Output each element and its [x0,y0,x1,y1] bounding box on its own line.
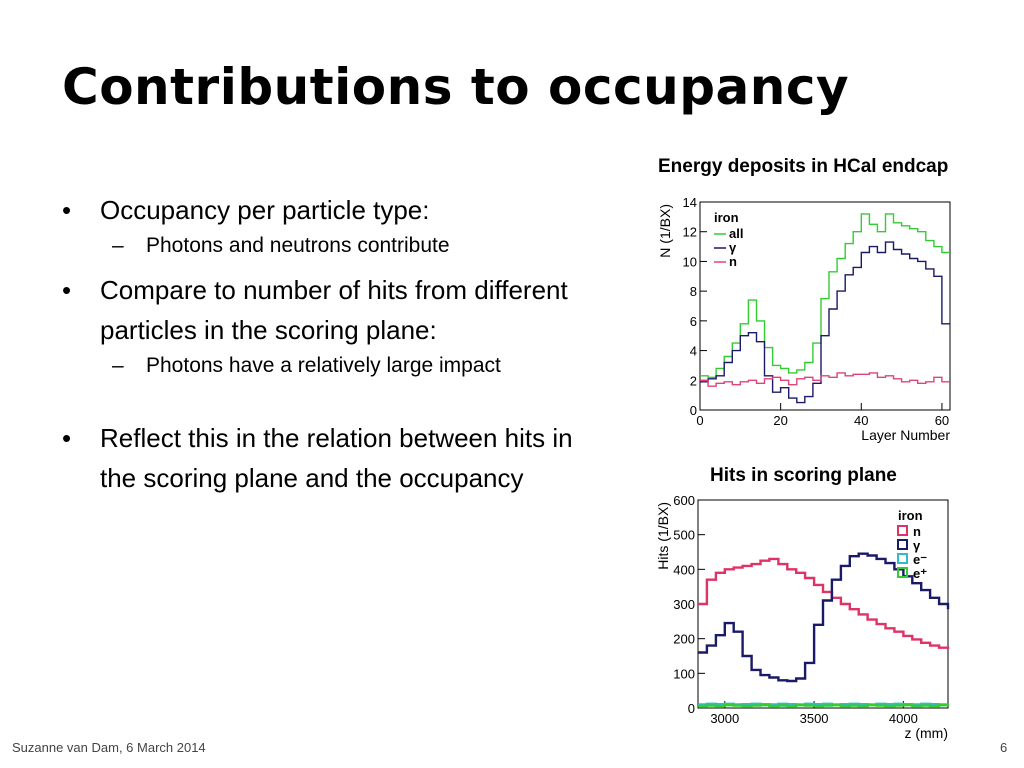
footer-author-date: Suzanne van Dam, 6 March 2014 [12,740,206,755]
y-tick-label: 8 [690,284,697,299]
legend-header: iron [898,508,923,523]
legend-label: n [913,524,921,539]
y-axis-label: N (1/BX) [657,204,673,258]
plot-frame [699,201,951,411]
series-line-3 [698,704,950,708]
y-tick-label: 600 [673,493,695,508]
bullet-list: • Occupancy per particle type: – Photons a… [62,190,602,498]
y-tick-label: 0 [690,403,697,418]
y-tick-label: 12 [683,225,697,240]
y-tick-label: 2 [690,373,697,388]
sub-bullet-1-text: Photons and neutrons contribute [146,234,450,257]
legend-label: γ [913,538,921,553]
x-tick-label: 60 [935,413,949,428]
bullet-3-text: Reflect this in the relation between hit… [100,423,573,493]
legend-swatch [897,539,908,550]
bullet-2: • Compare to number of hits from differen… [62,270,602,350]
y-tick-label: 4 [690,344,697,359]
legend-swatch [897,525,908,536]
bullet-1-text: Occupancy per particle type: [100,195,430,225]
bullet-dot: • [62,423,72,453]
x-tick-label: 3500 [800,711,829,726]
x-tick-label: 4000 [889,711,918,726]
sub-bullet-dash: – [112,354,124,377]
x-axis-label: Layer Number [861,427,950,443]
legend-swatch [897,567,908,578]
chart-1-title: Energy deposits in HCal endcap [658,156,949,177]
series-line-1 [700,241,950,404]
y-tick-label: 0 [688,701,695,716]
legend-label: all [729,226,743,241]
chart-2-title: Hits in scoring plane [710,465,897,486]
series-line-1 [698,552,950,683]
series-line-0 [700,213,950,378]
legend-label: n [729,254,737,269]
y-tick-label: 10 [683,254,697,269]
bullet-2-text: Compare to number of hits from different… [100,275,568,345]
y-tick-label: 100 [673,666,695,681]
legend-label: e⁻ [913,552,927,567]
legend-label: γ [729,240,737,255]
bullet-dot: • [62,195,72,225]
sub-bullet-1: – Photons and neutrons contribute [62,230,602,262]
x-tick-label: 3000 [710,711,739,726]
y-tick-label: 14 [683,195,697,210]
y-tick-label: 200 [673,632,695,647]
series-line-0 [698,557,950,650]
sub-bullet-2-text: Photons have a relatively large impact [146,354,501,377]
series-line-2 [700,372,950,387]
page-number: 6 [1000,740,1008,755]
legend-label: e⁺ [913,566,927,581]
y-tick-label: 500 [673,528,695,543]
x-tick-label: 0 [696,413,703,428]
legend-swatch [897,553,908,564]
x-tick-label: 40 [854,413,868,428]
y-axis-label: Hits (1/BX) [655,502,671,570]
y-tick-label: 400 [673,562,695,577]
sub-bullet-dash: – [112,234,124,257]
y-tick-label: 6 [690,314,697,329]
x-tick-label: 20 [773,413,787,428]
bullet-1: • Occupancy per particle type: [62,190,602,230]
bullet-3: • Reflect this in the relation between hi… [62,418,602,498]
bullet-dot: • [62,275,72,305]
legend-header: iron [714,210,739,225]
sub-bullet-2: – Photons have a relatively large impact [62,350,602,382]
slide-title: Contributions to occupancy [62,58,850,116]
x-axis-label: z (mm) [904,725,948,741]
y-tick-label: 300 [673,597,695,612]
